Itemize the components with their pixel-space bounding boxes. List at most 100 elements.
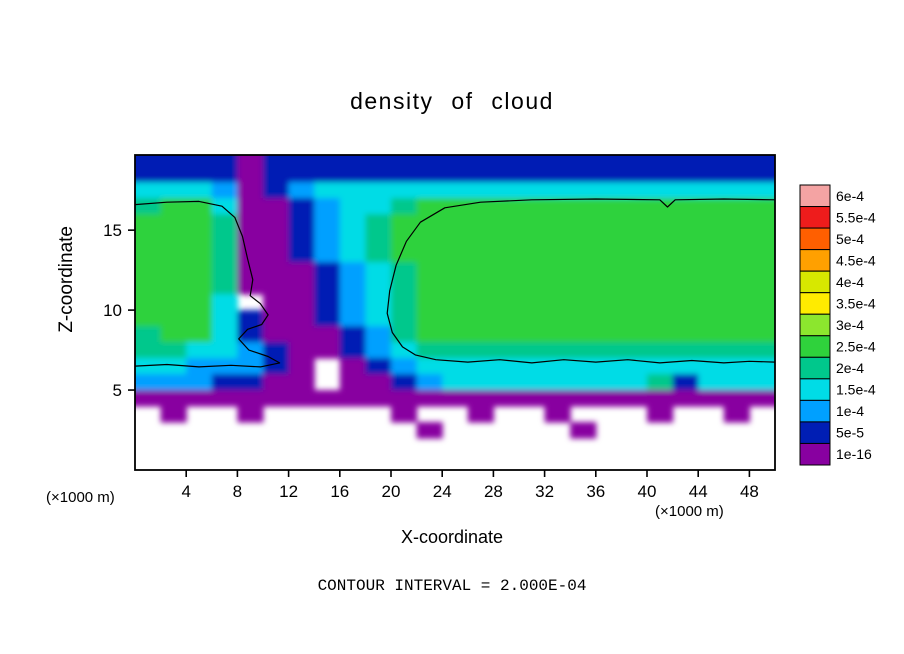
heatmap-cell <box>698 310 725 327</box>
colorbar-cell <box>799 378 831 401</box>
heatmap-cell <box>314 390 341 407</box>
heatmap-cell <box>544 342 571 359</box>
heatmap-cell <box>237 390 264 407</box>
heatmap-cell <box>416 262 443 279</box>
heatmap-cell <box>135 342 162 359</box>
heatmap-cell <box>647 214 674 231</box>
colorbar-cell <box>799 206 831 229</box>
heatmap-cell <box>288 182 315 199</box>
heatmap-cell <box>442 390 469 407</box>
heatmap-cell <box>416 182 443 199</box>
colorbar-label: 4.5e-4 <box>836 252 876 268</box>
heatmap-cell <box>519 374 546 391</box>
heatmap-cell <box>723 342 750 359</box>
heatmap-cell <box>314 166 341 183</box>
heatmap-cell <box>160 374 187 391</box>
heatmap-cell <box>595 310 622 327</box>
heatmap-cell <box>595 166 622 183</box>
heatmap-cell <box>339 310 366 327</box>
heatmap-cell <box>211 246 238 263</box>
heatmap-cell <box>595 342 622 359</box>
heatmap-cell <box>493 246 520 263</box>
heatmap-cell <box>416 390 443 407</box>
heatmap-cell <box>723 262 750 279</box>
heatmap-cell <box>339 166 366 183</box>
heatmap-cell <box>672 246 699 263</box>
heatmap-cell <box>135 278 162 295</box>
heatmap-cell <box>288 155 315 167</box>
heatmap-cell <box>211 390 238 407</box>
heatmap-cell <box>314 342 341 359</box>
heatmap-cell <box>493 182 520 199</box>
heatmap-cell <box>442 342 469 359</box>
heatmap-cell <box>519 262 546 279</box>
heatmap-cell <box>442 310 469 327</box>
colorbar-cell <box>799 399 831 423</box>
heatmap-cell <box>237 374 264 391</box>
heatmap-cell <box>365 155 392 167</box>
heatmap-cell <box>442 155 469 167</box>
heatmap-cell <box>723 326 750 343</box>
heatmap-cell <box>314 326 341 343</box>
heatmap-cell <box>416 294 443 311</box>
heatmap-cell <box>442 182 469 199</box>
heatmap-cell <box>237 198 264 215</box>
heatmap-cell <box>186 230 213 247</box>
heatmap-cell <box>314 230 341 247</box>
colorbar-cell <box>799 227 831 251</box>
heatmap-cell <box>672 166 699 183</box>
heatmap-cell <box>186 390 213 407</box>
heatmap-cell <box>186 198 213 215</box>
heatmap-cell <box>595 294 622 311</box>
heatmap-cell <box>723 155 750 167</box>
heatmap-cell <box>391 406 418 423</box>
heatmap-cell <box>237 310 264 327</box>
heatmap-cell <box>467 358 494 375</box>
heatmap-cell <box>339 342 366 359</box>
colorbar-label: 6e-4 <box>836 188 864 204</box>
heatmap-cell <box>493 326 520 343</box>
heatmap-cells <box>135 155 775 439</box>
heatmap-cell <box>698 262 725 279</box>
heatmap-cell <box>647 246 674 263</box>
heatmap-cell <box>467 406 494 423</box>
heatmap-cell <box>186 342 213 359</box>
heatmap-cell <box>263 214 290 231</box>
heatmap-cell <box>749 230 775 247</box>
heatmap-cell <box>263 230 290 247</box>
heatmap-cell <box>749 374 775 391</box>
heatmap-cell <box>467 342 494 359</box>
heatmap-cell <box>416 214 443 231</box>
x-unit-left: (×1000 m) <box>46 489 115 506</box>
heatmap-cell <box>391 342 418 359</box>
heatmap-cell <box>416 374 443 391</box>
heatmap-cell <box>263 358 290 375</box>
heatmap-cell <box>391 278 418 295</box>
heatmap-cell <box>723 246 750 263</box>
heatmap-cell <box>211 342 238 359</box>
chart-title: density of cloud <box>350 88 554 114</box>
heatmap-cell <box>647 390 674 407</box>
heatmap-cell <box>391 230 418 247</box>
heatmap-cell <box>288 246 315 263</box>
heatmap-cell <box>288 358 315 375</box>
heatmap-cell <box>365 166 392 183</box>
heatmap-cell <box>595 230 622 247</box>
heatmap-cell <box>672 214 699 231</box>
heatmap-cell <box>698 358 725 375</box>
heatmap-cell <box>698 294 725 311</box>
x-tick-label: 28 <box>484 482 503 501</box>
heatmap-cell <box>211 214 238 231</box>
heatmap-cell <box>135 214 162 231</box>
heatmap-cell <box>519 155 546 167</box>
heatmap-cell <box>493 374 520 391</box>
heatmap-cell <box>467 166 494 183</box>
heatmap-cell <box>442 278 469 295</box>
heatmap-cell <box>749 262 775 279</box>
heatmap-cell <box>186 310 213 327</box>
y-tick-label: 5 <box>113 381 122 400</box>
heatmap-cell <box>160 406 187 423</box>
heatmap-cell <box>647 342 674 359</box>
heatmap-cell <box>442 214 469 231</box>
heatmap-cell <box>416 278 443 295</box>
